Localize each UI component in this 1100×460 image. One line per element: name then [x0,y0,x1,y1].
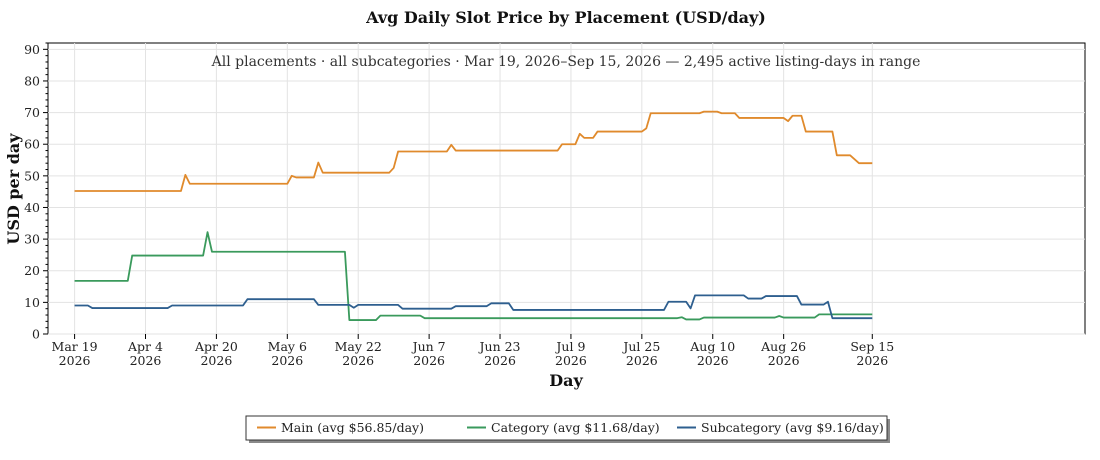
x-tick-year-label: 2026 [200,353,232,368]
legend-items: Main (avg $56.85/day) Category (avg $11.6… [257,420,884,435]
y-axis: 0 10 20 30 40 50 60 70 80 90 [24,42,48,342]
y-tick-label: 20 [24,263,40,278]
x-tick-label: Mar 19 [52,339,98,354]
legend-label-main: Main (avg $56.85/day) [281,420,424,435]
series-line-category [74,231,873,321]
x-tick-label: May 6 [268,339,307,354]
x-tick-year-label: 2026 [59,353,91,368]
x-tick-label: Jun 7 [411,339,446,354]
y-tick-label: 70 [24,105,40,120]
y-tick-label: 80 [24,73,40,88]
x-tick-year-label: 2026 [856,353,888,368]
y-tick-label: 90 [24,42,40,57]
series-line-main [74,110,873,192]
y-tick-label: 30 [24,232,40,247]
chart-title: Avg Daily Slot Price by Placement (USD/d… [365,8,766,27]
y-tick-label: 10 [24,295,40,310]
grid-lines [48,43,1085,335]
chart-subtitle: All placements · all subcategories · Mar… [211,54,921,70]
x-tick-label: Apr 20 [194,339,238,354]
x-tick-year-label: 2026 [697,353,729,368]
x-tick-label: May 22 [335,339,382,354]
series-line-subcategory [74,294,873,320]
x-tick-year-label: 2026 [555,353,587,368]
plot-frame [47,42,1086,335]
y-axis-title: USD per day [4,133,23,245]
legend: Main (avg $56.85/day) Category (avg $11.6… [245,415,890,443]
x-tick-year-label: 2026 [626,353,658,368]
x-tick-year-label: 2026 [484,353,516,368]
x-tick-year-label: 2026 [413,353,445,368]
x-tick-year-label: 2026 [342,353,374,368]
plot-area: All placements · all subcategories · Mar… [47,42,1086,335]
x-tick-label: Aug 26 [760,339,806,354]
x-tick-year-label: 2026 [130,353,162,368]
x-tick-year-label: 2026 [768,353,800,368]
x-tick-label: Aug 10 [689,339,735,354]
x-axis-title: Day [549,371,583,390]
x-tick-label: Jun 23 [478,339,521,354]
x-tick-label: Jul 25 [621,339,660,354]
x-tick-label: Jul 9 [554,339,585,354]
legend-box [245,415,888,441]
y-tick-label: 60 [24,137,40,152]
y-tick-label: 0 [32,327,40,342]
series-lines [74,110,873,321]
x-tick-label: Apr 4 [127,339,163,354]
legend-label-subcategory: Subcategory (avg $9.16/day) [701,420,884,435]
y-tick-label: 50 [24,168,40,183]
legend-label-category: Category (avg $11.68/day) [491,420,660,435]
x-tick-year-label: 2026 [271,353,303,368]
x-tick-label: Sep 15 [850,339,894,354]
y-tick-label: 40 [24,200,40,215]
